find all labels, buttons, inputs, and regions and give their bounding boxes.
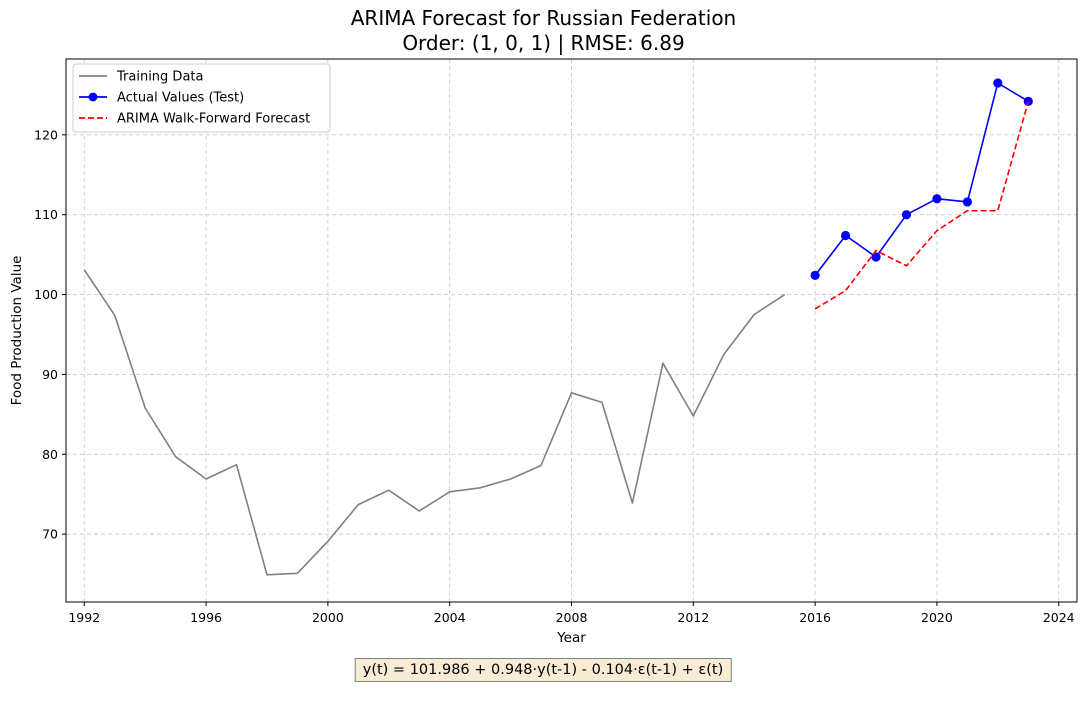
data-point [810, 270, 820, 281]
x-tick-label: 1992 [68, 610, 100, 625]
x-tick-label: 2008 [556, 610, 588, 625]
series-line-0 [83, 269, 786, 576]
x-tick-label: 2024 [1043, 610, 1075, 625]
y-tick-label: 120 [34, 127, 58, 142]
legend-label-0: Training Data [116, 70, 203, 85]
data-point [962, 197, 972, 207]
data-point [840, 230, 851, 241]
plot-frame [65, 58, 1078, 603]
x-tick-label: 2000 [312, 610, 344, 625]
y-tick-label: 70 [42, 527, 58, 542]
x-tick-label: 2016 [799, 610, 831, 625]
x-tick-label: 2004 [434, 610, 466, 625]
legend-label-2: ARIMA Walk-Forward Forecast [117, 112, 310, 127]
y-tick-label: 100 [34, 287, 58, 302]
legend-box [72, 63, 331, 133]
y-tick-label: 110 [34, 207, 58, 222]
x-tick-label: 2020 [921, 610, 953, 625]
legend: Training Data Actual Values (Test) ARIMA W… [72, 63, 331, 133]
series-line-1 [814, 82, 1029, 276]
chart-subtitle: Order: (1, 0, 1) | RMSE: 6.89 [402, 31, 685, 55]
y-tick-label: 80 [42, 447, 58, 462]
x-tick-label: 2012 [677, 610, 709, 625]
legend-marker [88, 92, 98, 102]
series-line-2 [814, 101, 1030, 310]
data-point [932, 194, 942, 204]
data-point [901, 210, 912, 220]
x-tick-label: 1996 [190, 610, 222, 625]
formula-text: y(t) = 101.986 + 0.948·y(t-1) - 0.104·ε(… [362, 662, 724, 678]
y-axis-label: Food Production Value [9, 256, 25, 406]
formula-box: y(t) = 101.986 + 0.948·y(t-1) - 0.104·ε(… [354, 658, 732, 682]
legend-label-1: Actual Values (Test) [117, 91, 244, 106]
y-tick-label: 90 [42, 367, 58, 382]
data-point [993, 78, 1003, 88]
chart-title: ARIMA Forecast for Russian Federation [350, 6, 737, 30]
x-axis-label: Year [556, 630, 586, 646]
